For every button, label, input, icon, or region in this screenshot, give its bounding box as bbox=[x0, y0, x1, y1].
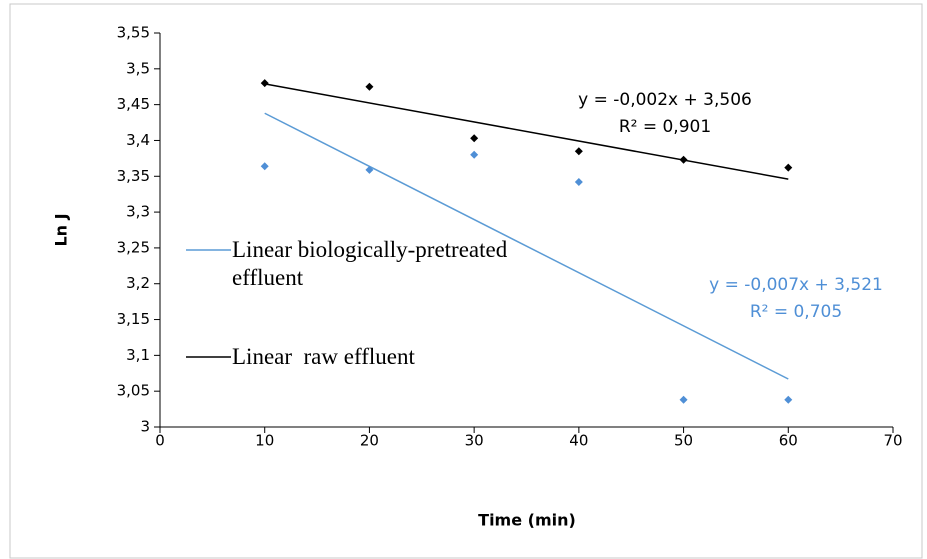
y-tick-label: 3,05 bbox=[117, 382, 150, 400]
y-tick-label: 3,25 bbox=[117, 238, 150, 256]
data-point bbox=[365, 82, 374, 91]
y-tick-label: 3,55 bbox=[117, 24, 150, 42]
x-axis-label: Time (min) bbox=[478, 511, 576, 530]
x-tick-label: 10 bbox=[255, 432, 274, 450]
trendline-equation: R² = 0,901 bbox=[619, 117, 711, 137]
y-tick-label: 3,15 bbox=[117, 310, 150, 328]
trendline bbox=[264, 83, 789, 180]
y-tick-label: 3,5 bbox=[126, 59, 150, 77]
legend-label: Linear raw effluent bbox=[232, 344, 415, 369]
x-tick-label: 40 bbox=[569, 432, 588, 450]
y-tick-label: 3,4 bbox=[126, 131, 150, 149]
trendline-equation: y = -0,002x + 3,506 bbox=[578, 90, 752, 110]
x-tick-label: 30 bbox=[465, 432, 484, 450]
chart-frame bbox=[9, 3, 923, 559]
x-tick-label: 0 bbox=[155, 432, 165, 450]
data-point bbox=[260, 79, 269, 88]
x-tick-label: 20 bbox=[360, 432, 379, 450]
data-point bbox=[784, 163, 793, 172]
y-tick-label: 3,35 bbox=[117, 167, 150, 185]
x-tick-label: 60 bbox=[779, 432, 798, 450]
x-tick-label: 70 bbox=[883, 432, 902, 450]
data-point bbox=[679, 155, 688, 164]
data-point bbox=[470, 134, 479, 143]
data-point bbox=[574, 178, 583, 187]
data-point bbox=[784, 395, 793, 404]
trendline-equation: R² = 0,705 bbox=[750, 302, 842, 322]
y-tick-label: 3,2 bbox=[126, 274, 150, 292]
y-tick-label: 3,1 bbox=[126, 346, 150, 364]
y-axis-label: Ln J bbox=[52, 213, 71, 246]
x-tick-label: 50 bbox=[674, 432, 693, 450]
data-point bbox=[470, 150, 479, 159]
y-tick-label: 3,3 bbox=[126, 203, 150, 221]
data-point bbox=[365, 165, 374, 174]
data-point bbox=[574, 147, 583, 156]
y-tick-label: 3,45 bbox=[117, 95, 150, 113]
data-point bbox=[260, 162, 269, 171]
data-point bbox=[679, 395, 688, 404]
trendline bbox=[264, 112, 789, 380]
trendline-equation: y = -0,007x + 3,521 bbox=[709, 275, 883, 295]
y-tick-label: 3 bbox=[140, 418, 150, 436]
legend-label: Linear biologically-pretreated effluent bbox=[232, 237, 513, 290]
